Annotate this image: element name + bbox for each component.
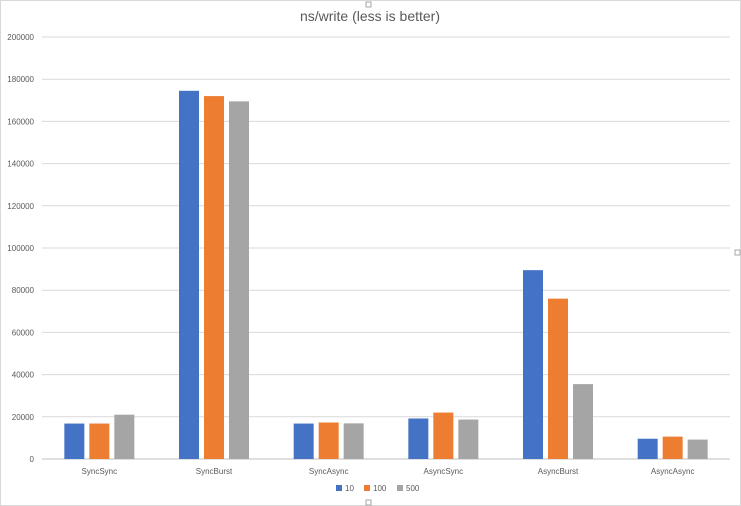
bar-AsyncSync-10[interactable] [408,418,429,459]
category-label: SyncSync [82,467,118,476]
bar-SyncSync-10[interactable] [64,423,85,459]
y-tick-label: 180000 [7,75,34,84]
y-tick-label: 140000 [7,160,34,169]
category-label: AsyncBurst [538,467,579,476]
resize-handle-top[interactable] [365,1,372,8]
y-tick-label: 160000 [7,117,34,126]
category-label: SyncAsync [309,467,349,476]
gridlines [42,36,730,460]
legend: 10 100 500 [336,484,420,493]
bar-AsyncBurst-500[interactable] [573,384,593,459]
y-tick-label: 0 [30,455,35,464]
legend-label: 100 [373,484,387,493]
bar-SyncSync-100[interactable] [89,423,110,459]
category-label: AsyncSync [424,467,464,476]
bar-SyncBurst-100[interactable] [204,96,224,459]
bar-SyncBurst-10[interactable] [179,90,199,460]
bar-AsyncBurst-10[interactable] [523,270,543,459]
bar-SyncBurst-500[interactable] [229,101,249,459]
legend-swatch-500 [397,485,403,491]
bar-AsyncAsync-10[interactable] [637,438,658,459]
y-tick-label: 60000 [12,328,35,337]
legend-swatch-100 [364,485,370,491]
bar-AsyncSync-100[interactable] [433,412,454,459]
resize-handle-bottom[interactable] [365,499,372,506]
legend-swatch-10 [336,485,342,491]
legend-label: 500 [406,484,420,493]
bar-AsyncBurst-100[interactable] [548,298,568,459]
y-tick-label: 80000 [12,286,35,295]
category-label: AsyncAsync [651,467,695,476]
bar-AsyncAsync-100[interactable] [662,436,683,459]
bar-SyncAsync-10[interactable] [293,423,314,459]
x-axis-category-labels: SyncSync SyncBurst SyncAsync AsyncSync Async… [82,467,695,476]
bar-AsyncSync-500[interactable] [458,419,479,459]
legend-label: 10 [345,484,354,493]
category-label: SyncBurst [196,467,233,476]
bar-SyncSync-500[interactable] [114,414,135,459]
y-tick-label: 100000 [7,244,34,253]
bar-AsyncAsync-500[interactable] [687,439,708,459]
y-tick-label: 200000 [7,33,34,42]
y-tick-label: 120000 [7,202,34,211]
bars [64,90,708,460]
resize-handle-right[interactable] [734,249,741,256]
y-tick-label: 40000 [12,371,35,380]
chart-title: ns/write (less is better) [300,8,440,24]
y-axis-tick-labels: 0 20000 40000 60000 80000 100000 120000 140000 1… [7,33,34,464]
bar-SyncAsync-500[interactable] [343,423,364,459]
bar-SyncAsync-100[interactable] [318,422,339,459]
y-tick-label: 20000 [12,413,35,422]
